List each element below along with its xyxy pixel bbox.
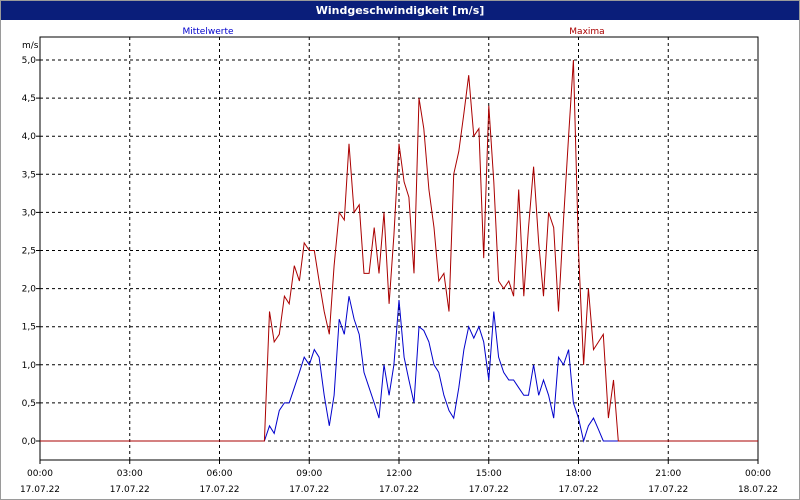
x-tick-date-label: 17.07.22 — [110, 485, 150, 495]
x-tick-time-label: 06:00 — [207, 469, 233, 479]
window-title: Windgeschwindigkeit [m/s] — [1, 1, 799, 20]
x-tick-date-label: 17.07.22 — [20, 485, 60, 495]
y-tick-label: 3,5 — [22, 170, 36, 180]
y-tick-label: 0,0 — [22, 437, 37, 447]
y-tick-label: 1,5 — [22, 323, 36, 333]
x-tick-date-label: 17.07.22 — [469, 485, 509, 495]
x-tick-date-label: 17.07.22 — [289, 485, 329, 495]
x-tick-time-label: 00:00 — [27, 469, 53, 479]
x-tick-time-label: 00:00 — [745, 469, 771, 479]
series-line-maxima — [40, 59, 758, 442]
x-tick-time-label: 03:00 — [117, 469, 143, 479]
y-tick-label: 4,0 — [22, 132, 37, 142]
x-tick-date-label: 17.07.22 — [199, 485, 239, 495]
y-tick-label: 1,0 — [22, 361, 37, 371]
y-axis-unit-label: m/s — [22, 41, 39, 51]
x-tick-date-label: 18.07.22 — [738, 485, 778, 495]
x-tick-time-label: 12:00 — [386, 469, 412, 479]
x-tick-date-label: 17.07.22 — [648, 485, 688, 495]
y-tick-label: 2,5 — [22, 247, 36, 257]
x-tick-time-label: 21:00 — [655, 469, 681, 479]
y-tick-label: 4,5 — [22, 94, 36, 104]
wind-speed-chart: m/s Mittelwerte Maxima 0,0 0,5 1,0 1,5 2,0 2,… — [20, 27, 778, 495]
series-line-mittelwerte — [40, 296, 758, 443]
y-tick-label: 2,0 — [22, 285, 37, 295]
x-tick-time-label: 18:00 — [566, 469, 592, 479]
y-tick-label: 5,0 — [22, 56, 37, 66]
y-tick-label: 0,5 — [22, 399, 36, 409]
y-tick-label: 3,0 — [22, 208, 37, 218]
x-tick-time-label: 09:00 — [296, 469, 322, 479]
legend-series-maxima: Maxima — [569, 27, 604, 37]
legend-series-mittelwerte: Mittelwerte — [182, 27, 233, 37]
x-tick-date-label: 17.07.22 — [558, 485, 598, 495]
x-tick-time-label: 15:00 — [476, 469, 502, 479]
x-tick-date-label: 17.07.22 — [379, 485, 419, 495]
